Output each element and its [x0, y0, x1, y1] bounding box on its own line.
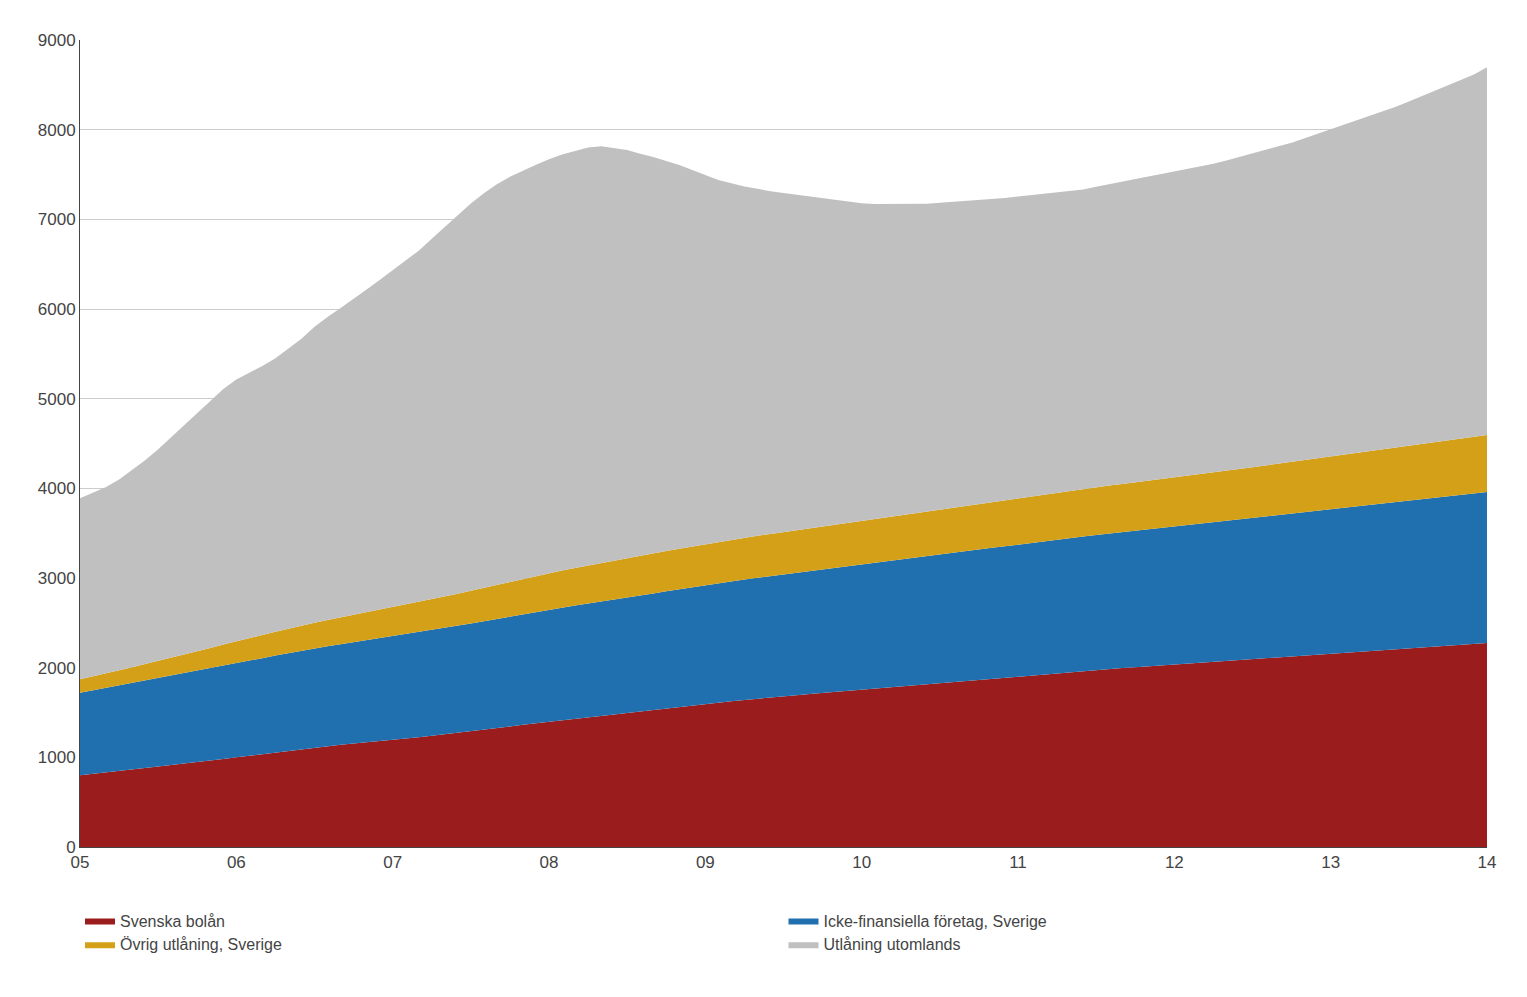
- svg-text:09: 09: [696, 853, 715, 872]
- svg-text:1000: 1000: [38, 748, 76, 767]
- svg-text:6000: 6000: [38, 300, 76, 319]
- svg-text:Svenska bolån: Svenska bolån: [120, 913, 225, 930]
- svg-text:11: 11: [1009, 853, 1027, 872]
- svg-text:05: 05: [71, 853, 90, 872]
- svg-text:Övrig utlåning, Sverige: Övrig utlåning, Sverige: [120, 936, 282, 953]
- svg-text:13: 13: [1321, 853, 1340, 872]
- svg-text:Icke-finansiella företag, Sver: Icke-finansiella företag, Sverige: [824, 913, 1047, 930]
- svg-text:10: 10: [852, 853, 871, 872]
- svg-text:0: 0: [66, 838, 75, 857]
- svg-text:Utlåning utomlands: Utlåning utomlands: [824, 936, 961, 953]
- svg-text:5000: 5000: [38, 390, 76, 409]
- svg-text:06: 06: [227, 853, 246, 872]
- svg-text:07: 07: [383, 853, 402, 872]
- svg-text:08: 08: [540, 853, 559, 872]
- svg-text:9000: 9000: [38, 31, 76, 50]
- svg-text:14: 14: [1478, 853, 1497, 872]
- svg-text:2000: 2000: [38, 659, 76, 678]
- svg-text:4000: 4000: [38, 479, 76, 498]
- svg-text:8000: 8000: [38, 121, 76, 140]
- svg-text:3000: 3000: [38, 569, 76, 588]
- svg-text:12: 12: [1165, 853, 1184, 872]
- svg-text:7000: 7000: [38, 210, 76, 229]
